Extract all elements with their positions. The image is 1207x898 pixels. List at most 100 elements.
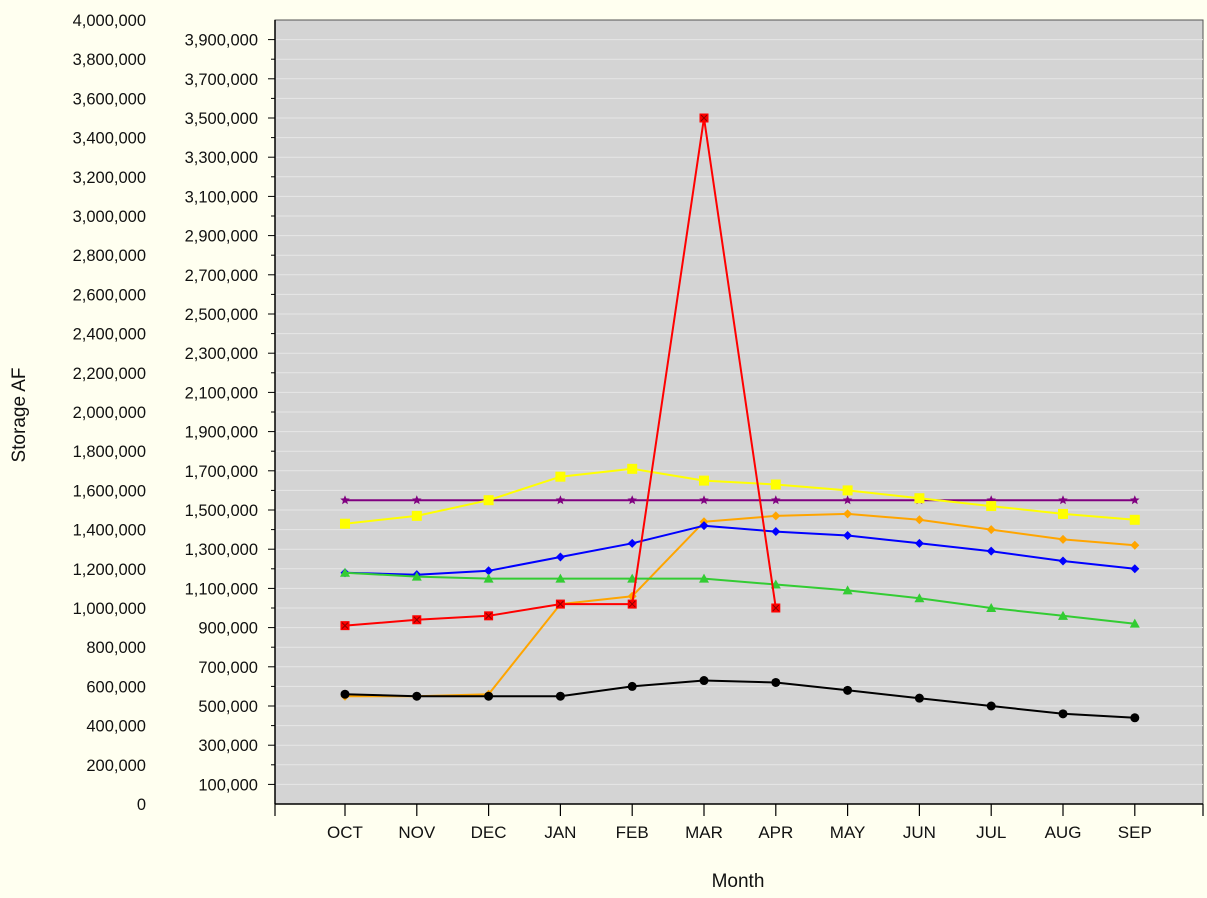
data-point	[340, 689, 350, 699]
y-axis-title: Storage AF	[9, 367, 30, 462]
right-y-tick-label: 3,100,000	[185, 188, 258, 206]
data-point	[986, 495, 996, 505]
right-y-tick-label: 3,700,000	[185, 71, 258, 89]
right-y-tick-label: 2,500,000	[185, 306, 258, 324]
left-y-tick-label: 3,400,000	[73, 130, 146, 148]
series-line	[345, 512, 1135, 698]
data-point	[986, 525, 996, 535]
left-y-tick-label: 2,200,000	[73, 365, 146, 383]
data-point	[627, 538, 637, 548]
x-tick-labels: OCT NOV DEC JAN FEB MAR APR MAY JUN JUL AUG SEP	[327, 823, 1152, 842]
data-point	[770, 479, 781, 490]
data-point	[843, 685, 853, 695]
left-y-tick-label: 1,800,000	[73, 443, 146, 461]
x-tick-label: MAR	[685, 823, 723, 842]
data-point	[699, 573, 709, 583]
left-y-tick-label: 600,000	[86, 678, 146, 696]
data-point	[555, 552, 565, 562]
left-y-tick-label: 3,200,000	[73, 169, 146, 187]
right-y-tick-label: 1,500,000	[185, 502, 258, 520]
data-point	[699, 475, 709, 486]
x-tick-label: DEC	[471, 823, 507, 842]
left-y-tick-label: 1,200,000	[73, 561, 146, 579]
data-point	[555, 495, 566, 505]
data-point	[914, 493, 925, 504]
data-point	[986, 501, 997, 512]
data-point-cross	[557, 600, 564, 608]
series-3	[340, 521, 1140, 580]
left-y-tick-label: 1,000,000	[73, 600, 146, 618]
data-point	[771, 677, 781, 687]
series-line	[344, 467, 1135, 525]
data-point	[484, 566, 494, 576]
data-point	[412, 691, 422, 701]
right-y-tick-label: 1,300,000	[185, 541, 258, 559]
data-point	[843, 530, 853, 540]
right-y-tick-label: 700,000	[198, 659, 258, 677]
data-point	[1130, 540, 1140, 550]
right-y-tick-label: 500,000	[198, 698, 258, 716]
data-point	[1058, 534, 1068, 544]
data-point	[627, 599, 637, 609]
data-point	[411, 510, 422, 521]
left-y-tick-label: 2,600,000	[73, 286, 146, 304]
x-tick-label: JAN	[544, 823, 576, 842]
data-point	[771, 527, 781, 537]
x-tick-label: SEP	[1118, 823, 1152, 842]
x-axis-title: Month	[712, 871, 765, 892]
data-point	[412, 615, 422, 625]
data-point	[340, 621, 350, 631]
data-point	[914, 593, 925, 603]
data-point	[627, 495, 637, 505]
left-y-tick-label: 2,800,000	[73, 247, 146, 265]
data-point	[1130, 495, 1140, 505]
x-tick-label: MAY	[830, 823, 866, 842]
left-y-tick-labels: 0 200,000 400,000 600,000 800,000 1,000,000 1,…	[73, 12, 146, 814]
data-point	[986, 603, 997, 612]
data-point	[771, 511, 781, 521]
data-point	[842, 585, 853, 595]
data-point	[842, 485, 853, 496]
data-point	[483, 573, 494, 583]
right-y-tick-labels: 100,000 300,000 500,000 700,000 900,000 1,100…	[185, 32, 258, 795]
gridlines	[275, 39, 1203, 785]
x-tick-label: OCT	[327, 823, 363, 842]
axes	[268, 20, 1204, 816]
data-point	[484, 691, 494, 701]
data-point	[986, 701, 996, 711]
data-point-cross	[628, 600, 636, 608]
data-point	[843, 509, 853, 519]
x-tick-label: JUL	[976, 823, 1006, 842]
series-1	[340, 463, 1140, 529]
left-y-tick-label: 2,400,000	[73, 326, 146, 344]
right-y-tick-label: 3,900,000	[185, 32, 258, 50]
data-point	[1058, 495, 1068, 505]
left-y-tick-label: 800,000	[86, 639, 146, 657]
data-point	[1130, 713, 1140, 723]
data-point	[914, 693, 924, 703]
data-point-cross	[772, 604, 780, 612]
data-point	[483, 495, 494, 506]
data-point	[699, 113, 709, 123]
data-point	[340, 567, 350, 577]
right-y-tick-label: 1,100,000	[185, 580, 258, 598]
data-point	[627, 681, 637, 691]
data-point-cross	[700, 114, 708, 122]
data-point	[411, 571, 422, 581]
data-point	[1058, 709, 1068, 719]
data-point-cross	[485, 612, 492, 620]
right-y-tick-label: 900,000	[198, 620, 258, 638]
data-point	[1058, 556, 1068, 566]
x-tick-label: AUG	[1045, 823, 1082, 842]
x-tick-label: NOV	[398, 823, 436, 842]
data-point	[555, 573, 566, 583]
series-6	[340, 676, 1140, 723]
data-point	[555, 691, 565, 701]
data-point	[1058, 508, 1068, 519]
left-y-tick-label: 0	[137, 796, 146, 814]
right-y-tick-label: 3,500,000	[185, 110, 258, 128]
left-y-tick-label: 1,400,000	[73, 522, 146, 540]
data-point	[484, 611, 494, 621]
